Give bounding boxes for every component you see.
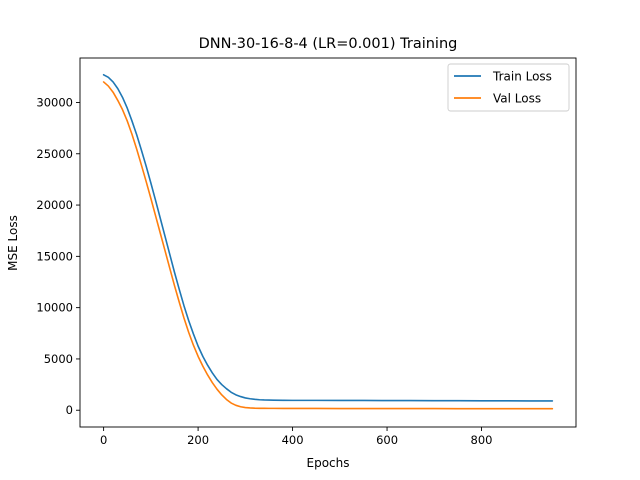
y-tick-label: 5000 [44,352,73,366]
legend: Train Loss Val Loss [447,63,570,112]
series-line-train-loss [102,73,554,402]
y-tick-label: 10000 [36,301,73,315]
x-tick-label: 600 [376,433,398,447]
axes: 0 200 400 600 800 0 5000 10000 15000 20000 25000 30… [36,57,577,447]
x-tick-label: 800 [471,433,493,447]
y-tick-label: 30000 [36,95,73,109]
axes-frame [79,57,577,428]
legend-label: Val Loss [493,92,541,106]
series-line-val-loss [102,81,554,410]
y-tick-label: 0 [66,403,73,417]
y-axis-label: MSE Loss [6,215,20,271]
y-tick-label: 15000 [36,249,73,263]
x-tick-label: 0 [100,433,107,447]
legend-label: Train Loss [492,70,552,84]
x-tick-label: 400 [282,433,304,447]
x-axis-label: Epochs [307,456,350,470]
y-tick-label: 25000 [36,147,73,161]
plot-area [102,73,554,410]
y-tick-label: 20000 [36,198,73,212]
x-tick-label: 200 [187,433,209,447]
chart-title: DNN-30-16-8-4 (LR=0.001) Training [199,36,458,52]
